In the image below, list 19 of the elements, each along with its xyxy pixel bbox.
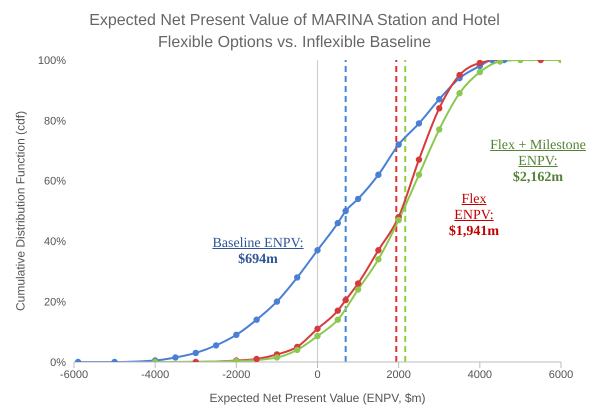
- y-tick-label: 60%: [44, 176, 66, 188]
- annotation: Flex + Milestone ENPV: $2,162m: [490, 138, 586, 186]
- annotation: Flex ENPV: $1,941m: [448, 192, 500, 240]
- x-tick-label: 2000: [386, 368, 411, 381]
- chart-title: Expected Net Present Value of MARINA Station and Hotel Flexible Options vs. Inflexible Baseline: [88, 11, 501, 53]
- y-tick-label: 100%: [38, 54, 66, 67]
- y-tick-label: 40%: [44, 236, 66, 248]
- annotation: Baseline ENPV: $694m: [212, 236, 304, 268]
- y-tick-label: 20%: [44, 296, 66, 309]
- x-axis-title: Expected Net Present Value (ENPV, $m): [209, 391, 426, 405]
- x-tick-label: -6000: [60, 368, 88, 381]
- y-axis-title: Cumulative Distribution Function (cdf): [13, 110, 28, 311]
- x-tick-label: -2000: [222, 368, 250, 381]
- x-tick-label: 0: [314, 368, 321, 381]
- x-tick-label: 6000: [548, 368, 574, 381]
- y-tick-label: 0%: [50, 356, 66, 369]
- y-tick-label: 80%: [44, 115, 66, 128]
- x-tick-label: 4000: [468, 368, 492, 381]
- x-tick-label: -4000: [141, 368, 170, 381]
